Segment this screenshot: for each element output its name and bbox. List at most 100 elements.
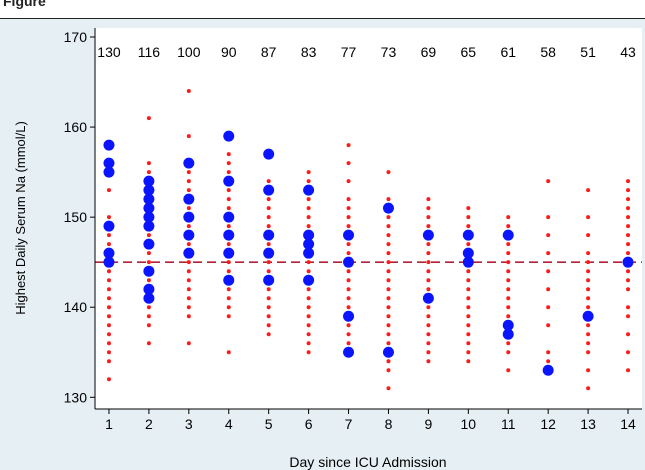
data-point xyxy=(266,296,271,301)
data-point xyxy=(306,224,311,229)
data-point xyxy=(106,233,111,238)
data-point xyxy=(506,341,511,346)
data-point xyxy=(346,332,351,337)
data-point xyxy=(466,305,471,310)
count-label: 87 xyxy=(261,44,277,60)
data-point xyxy=(386,359,391,364)
data-point xyxy=(146,170,151,175)
data-point-large xyxy=(502,319,514,331)
data-point xyxy=(506,224,511,229)
data-point-large xyxy=(343,229,355,241)
data-point-large xyxy=(103,166,115,178)
data-point xyxy=(426,269,431,274)
data-point xyxy=(626,179,631,184)
data-point xyxy=(626,197,631,202)
data-point xyxy=(306,350,311,355)
data-point xyxy=(146,161,151,166)
data-point xyxy=(186,305,191,310)
data-point xyxy=(346,269,351,274)
data-point xyxy=(546,233,551,238)
data-point xyxy=(386,242,391,247)
y-tick-label: 160 xyxy=(64,119,88,135)
count-label: 100 xyxy=(177,44,201,60)
data-point-large xyxy=(143,220,155,232)
x-tick-label: 13 xyxy=(580,416,596,432)
data-point xyxy=(386,314,391,319)
data-point-large xyxy=(382,346,394,358)
data-point xyxy=(146,323,151,328)
data-point xyxy=(506,350,511,355)
data-point xyxy=(386,233,391,238)
data-point-large xyxy=(183,247,195,259)
data-point xyxy=(466,206,471,211)
data-point xyxy=(386,260,391,265)
data-point xyxy=(346,305,351,310)
data-point-large xyxy=(103,247,115,259)
data-point xyxy=(106,215,111,220)
data-point xyxy=(226,260,231,265)
data-point-large xyxy=(462,229,474,241)
data-point xyxy=(506,296,511,301)
count-label: 43 xyxy=(620,44,636,60)
data-point xyxy=(626,368,631,373)
count-label: 130 xyxy=(97,44,121,60)
data-point xyxy=(506,242,511,247)
data-point xyxy=(306,296,311,301)
data-point xyxy=(346,323,351,328)
data-point-large xyxy=(183,229,195,241)
data-point xyxy=(586,323,591,328)
data-point xyxy=(386,170,391,175)
data-point xyxy=(226,242,231,247)
data-point-large xyxy=(223,247,235,259)
data-point xyxy=(506,278,511,283)
data-point xyxy=(146,251,151,256)
data-point xyxy=(426,350,431,355)
data-point-large xyxy=(303,247,315,259)
data-point xyxy=(626,206,631,211)
data-point xyxy=(626,215,631,220)
count-label: 51 xyxy=(580,44,596,60)
data-point xyxy=(106,332,111,337)
data-point xyxy=(586,215,591,220)
data-point xyxy=(266,197,271,202)
data-point xyxy=(266,224,271,229)
x-tick-label: 12 xyxy=(540,416,556,432)
data-point xyxy=(306,269,311,274)
data-point xyxy=(466,215,471,220)
data-point xyxy=(146,116,151,121)
count-label: 65 xyxy=(461,44,477,60)
data-point xyxy=(106,359,111,364)
data-point xyxy=(626,233,631,238)
plot-area xyxy=(95,28,642,409)
data-point xyxy=(426,359,431,364)
data-point-large xyxy=(263,148,275,160)
data-point-large xyxy=(462,247,474,259)
data-point-large xyxy=(183,211,195,223)
x-tick-label: 3 xyxy=(185,416,193,432)
data-point xyxy=(466,224,471,229)
data-point xyxy=(106,287,111,292)
data-point xyxy=(346,206,351,211)
data-point xyxy=(506,269,511,274)
count-label: 116 xyxy=(138,44,161,60)
data-point-large xyxy=(303,229,315,241)
figure-label: Figure xyxy=(3,0,46,9)
count-label: 69 xyxy=(421,44,437,60)
data-point xyxy=(346,224,351,229)
data-point xyxy=(346,215,351,220)
data-point-large xyxy=(223,274,235,286)
data-point xyxy=(386,296,391,301)
data-point xyxy=(586,260,591,265)
data-point xyxy=(626,332,631,337)
data-point-large xyxy=(263,229,275,241)
data-point-large xyxy=(183,157,195,169)
data-point xyxy=(106,269,111,274)
data-point xyxy=(306,305,311,310)
data-point xyxy=(266,260,271,265)
data-point xyxy=(586,341,591,346)
x-tick-label: 5 xyxy=(265,416,273,432)
data-point-large xyxy=(143,202,155,214)
data-point xyxy=(186,287,191,292)
data-point xyxy=(306,197,311,202)
data-point-large xyxy=(382,202,394,214)
